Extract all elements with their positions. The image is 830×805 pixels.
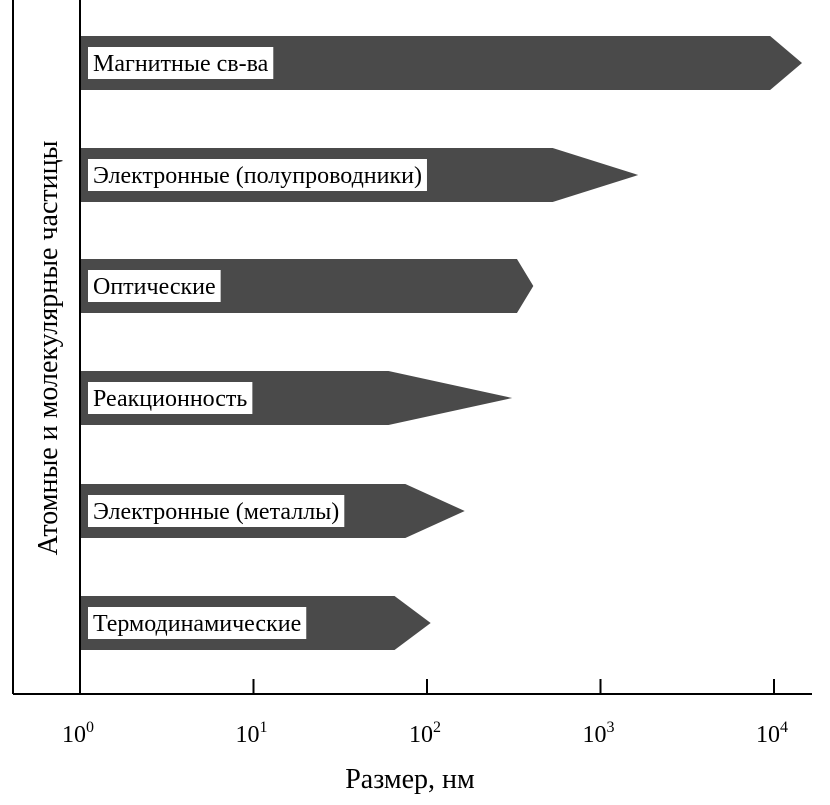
arrow-label-box xyxy=(88,382,253,414)
arrows-layer: Магнитные св-ва Электронные (полупроводни… xyxy=(80,36,802,650)
x-tick-label: 100 xyxy=(62,719,94,748)
tick-exponent: 4 xyxy=(780,719,788,736)
tick-base: 10 xyxy=(236,722,260,748)
tick-base: 10 xyxy=(583,722,607,748)
arrow-bar: Магнитные св-ва xyxy=(80,36,802,90)
arrow-label-box xyxy=(88,270,221,302)
arrow-label-box xyxy=(88,159,427,191)
arrow-bar: Оптические xyxy=(80,259,534,313)
arrow-label: Реакционность xyxy=(93,386,247,412)
arrow-label-box xyxy=(88,607,307,639)
arrow-label: Электронные (металлы) xyxy=(93,499,339,525)
arrow-bar: Термодинамические xyxy=(80,596,431,650)
tick-exponent: 2 xyxy=(433,719,441,736)
arrow-label: Магнитные св-ва xyxy=(93,51,269,77)
x-tick-label: 104 xyxy=(756,719,788,748)
arrow-bar: Реакционность xyxy=(80,371,513,425)
tick-exponent: 3 xyxy=(607,719,615,736)
arrow-label-box xyxy=(88,495,345,527)
x-tick-label: 101 xyxy=(236,719,268,748)
axes xyxy=(12,0,812,695)
arrow-bar: Электронные (металлы) xyxy=(80,484,465,538)
tick-exponent: 0 xyxy=(86,719,94,736)
arrow-label: Термодинамические xyxy=(93,611,301,637)
x-ticks: 100 101 102 103 104 xyxy=(62,679,788,748)
arrow-label-box xyxy=(88,47,274,79)
tick-base: 10 xyxy=(62,722,86,748)
x-axis-title: Размер, нм xyxy=(345,764,475,795)
y-axis-title: Атомные и молекулярные частицы xyxy=(33,140,64,555)
arrow-label: Электронные (полупроводники) xyxy=(93,163,422,189)
x-tick-label: 103 xyxy=(583,719,615,748)
x-tick-label: 102 xyxy=(409,719,441,748)
tick-exponent: 1 xyxy=(260,719,268,736)
arrow-bar: Электронные (полупроводники) xyxy=(80,148,639,202)
tick-base: 10 xyxy=(409,722,433,748)
arrow-label: Оптические xyxy=(93,274,216,300)
tick-base: 10 xyxy=(756,722,780,748)
